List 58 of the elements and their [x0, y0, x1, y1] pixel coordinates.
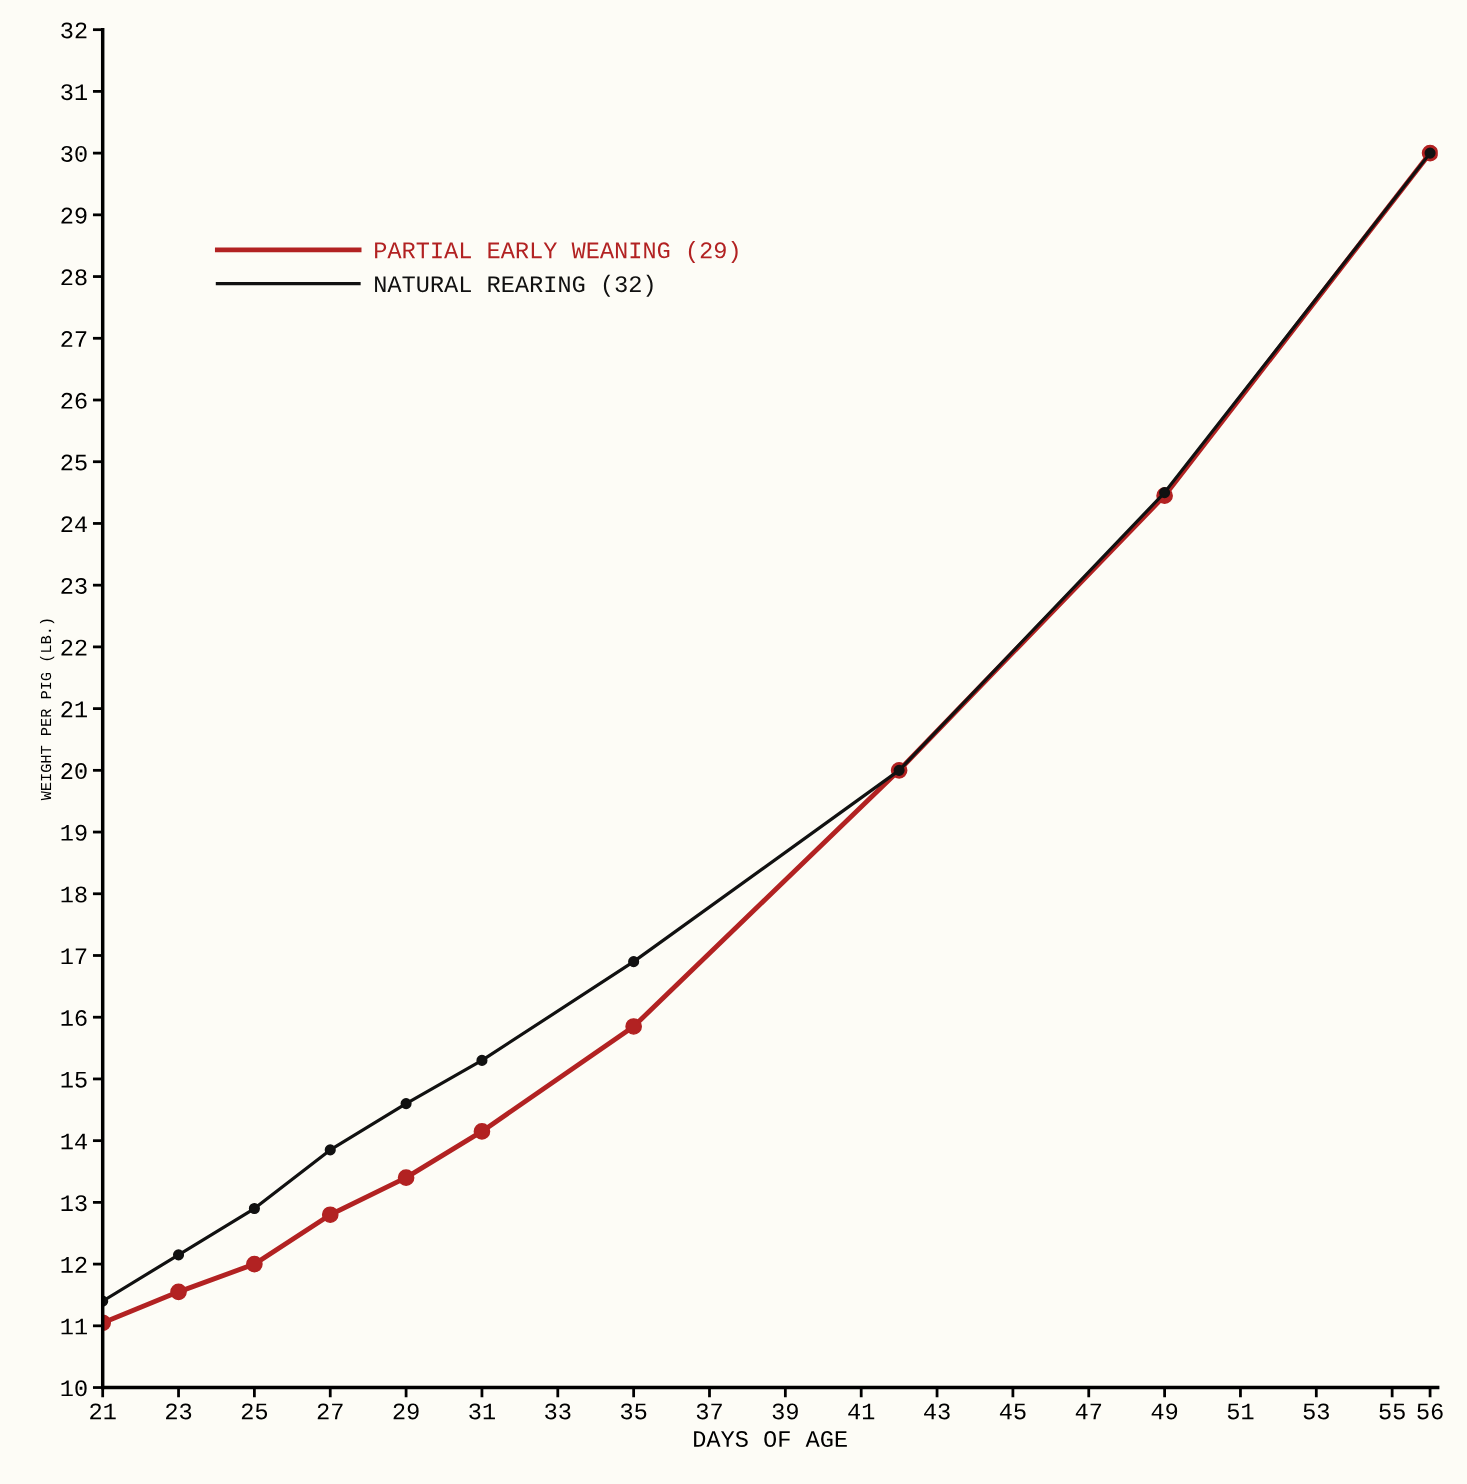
y-tick-label: 29 [61, 207, 87, 224]
x-tick-label: 51 [1227, 1403, 1254, 1420]
x-tick-label: 29 [393, 1403, 419, 1420]
y-tick-label: 30 [61, 145, 87, 162]
x-tick-label: 21 [90, 1403, 116, 1420]
y-tick-label: 24 [61, 516, 87, 532]
y-tick-label: 14 [61, 1133, 87, 1150]
point [628, 956, 640, 968]
x-tick-label: 37 [696, 1403, 722, 1420]
point [473, 1123, 491, 1140]
x-tick-label: 55 [1379, 1403, 1405, 1420]
y-tick-label: 20 [61, 763, 87, 780]
point [321, 1206, 339, 1224]
x-tick-label: 43 [924, 1403, 950, 1420]
y-tick-label: 23 [61, 577, 87, 594]
y-tick-label: 17 [61, 948, 87, 965]
y-tick-label: 26 [61, 392, 87, 409]
x-tick-label: 45 [999, 1403, 1026, 1420]
y-tick-label: 19 [61, 824, 87, 841]
x-tick-label: 47 [1075, 1403, 1102, 1420]
point [397, 1169, 415, 1187]
y-tick-label: 15 [61, 1071, 87, 1088]
y-tick-label: 11 [61, 1318, 87, 1335]
y-tick-label: 25 [61, 454, 87, 471]
x-tick-label: 25 [241, 1403, 268, 1420]
x-tick-label: 41 [848, 1403, 875, 1420]
y-tick-label: 10 [61, 1380, 87, 1397]
x-tick-label: 27 [317, 1403, 343, 1420]
y-tick-label: 32 [61, 22, 87, 39]
x-tick-label: 31 [469, 1403, 495, 1420]
y-tick-label: 16 [61, 1009, 87, 1026]
x-tick-label: 39 [772, 1403, 798, 1420]
point [170, 1283, 187, 1301]
text: PARTIAL EARLY WEANING (29) [375, 241, 738, 264]
point [324, 1144, 336, 1156]
y-axis-title: WEIGHT PER PIG (LB.) [39, 619, 55, 801]
point [476, 1054, 488, 1066]
y-tick-label: 12 [61, 1256, 87, 1273]
x-tick-label: 53 [1303, 1403, 1329, 1420]
x-tick-label: 23 [166, 1403, 192, 1420]
x-axis-title: DAYS OF AGE [694, 1431, 847, 1448]
y-tick-label: 31 [61, 84, 87, 101]
y-tick-label: 21 [61, 701, 87, 718]
y-tick-label: 22 [61, 639, 87, 656]
x-tick-label: 49 [1151, 1403, 1178, 1420]
y-tick-label: 13 [61, 1195, 87, 1212]
text: NATURAL REARING (32) [375, 274, 653, 297]
point [625, 1018, 642, 1035]
point [172, 1249, 185, 1261]
x-tick-label: 35 [620, 1403, 647, 1420]
point [246, 1255, 263, 1273]
y-tick-label: 28 [61, 269, 87, 286]
point [248, 1202, 260, 1215]
point [400, 1098, 412, 1110]
y-tick-label: 27 [61, 331, 87, 347]
y-tick-label: 18 [61, 886, 87, 903]
x-tick-label: 56 [1417, 1403, 1443, 1420]
x-tick-label: 33 [545, 1403, 571, 1420]
